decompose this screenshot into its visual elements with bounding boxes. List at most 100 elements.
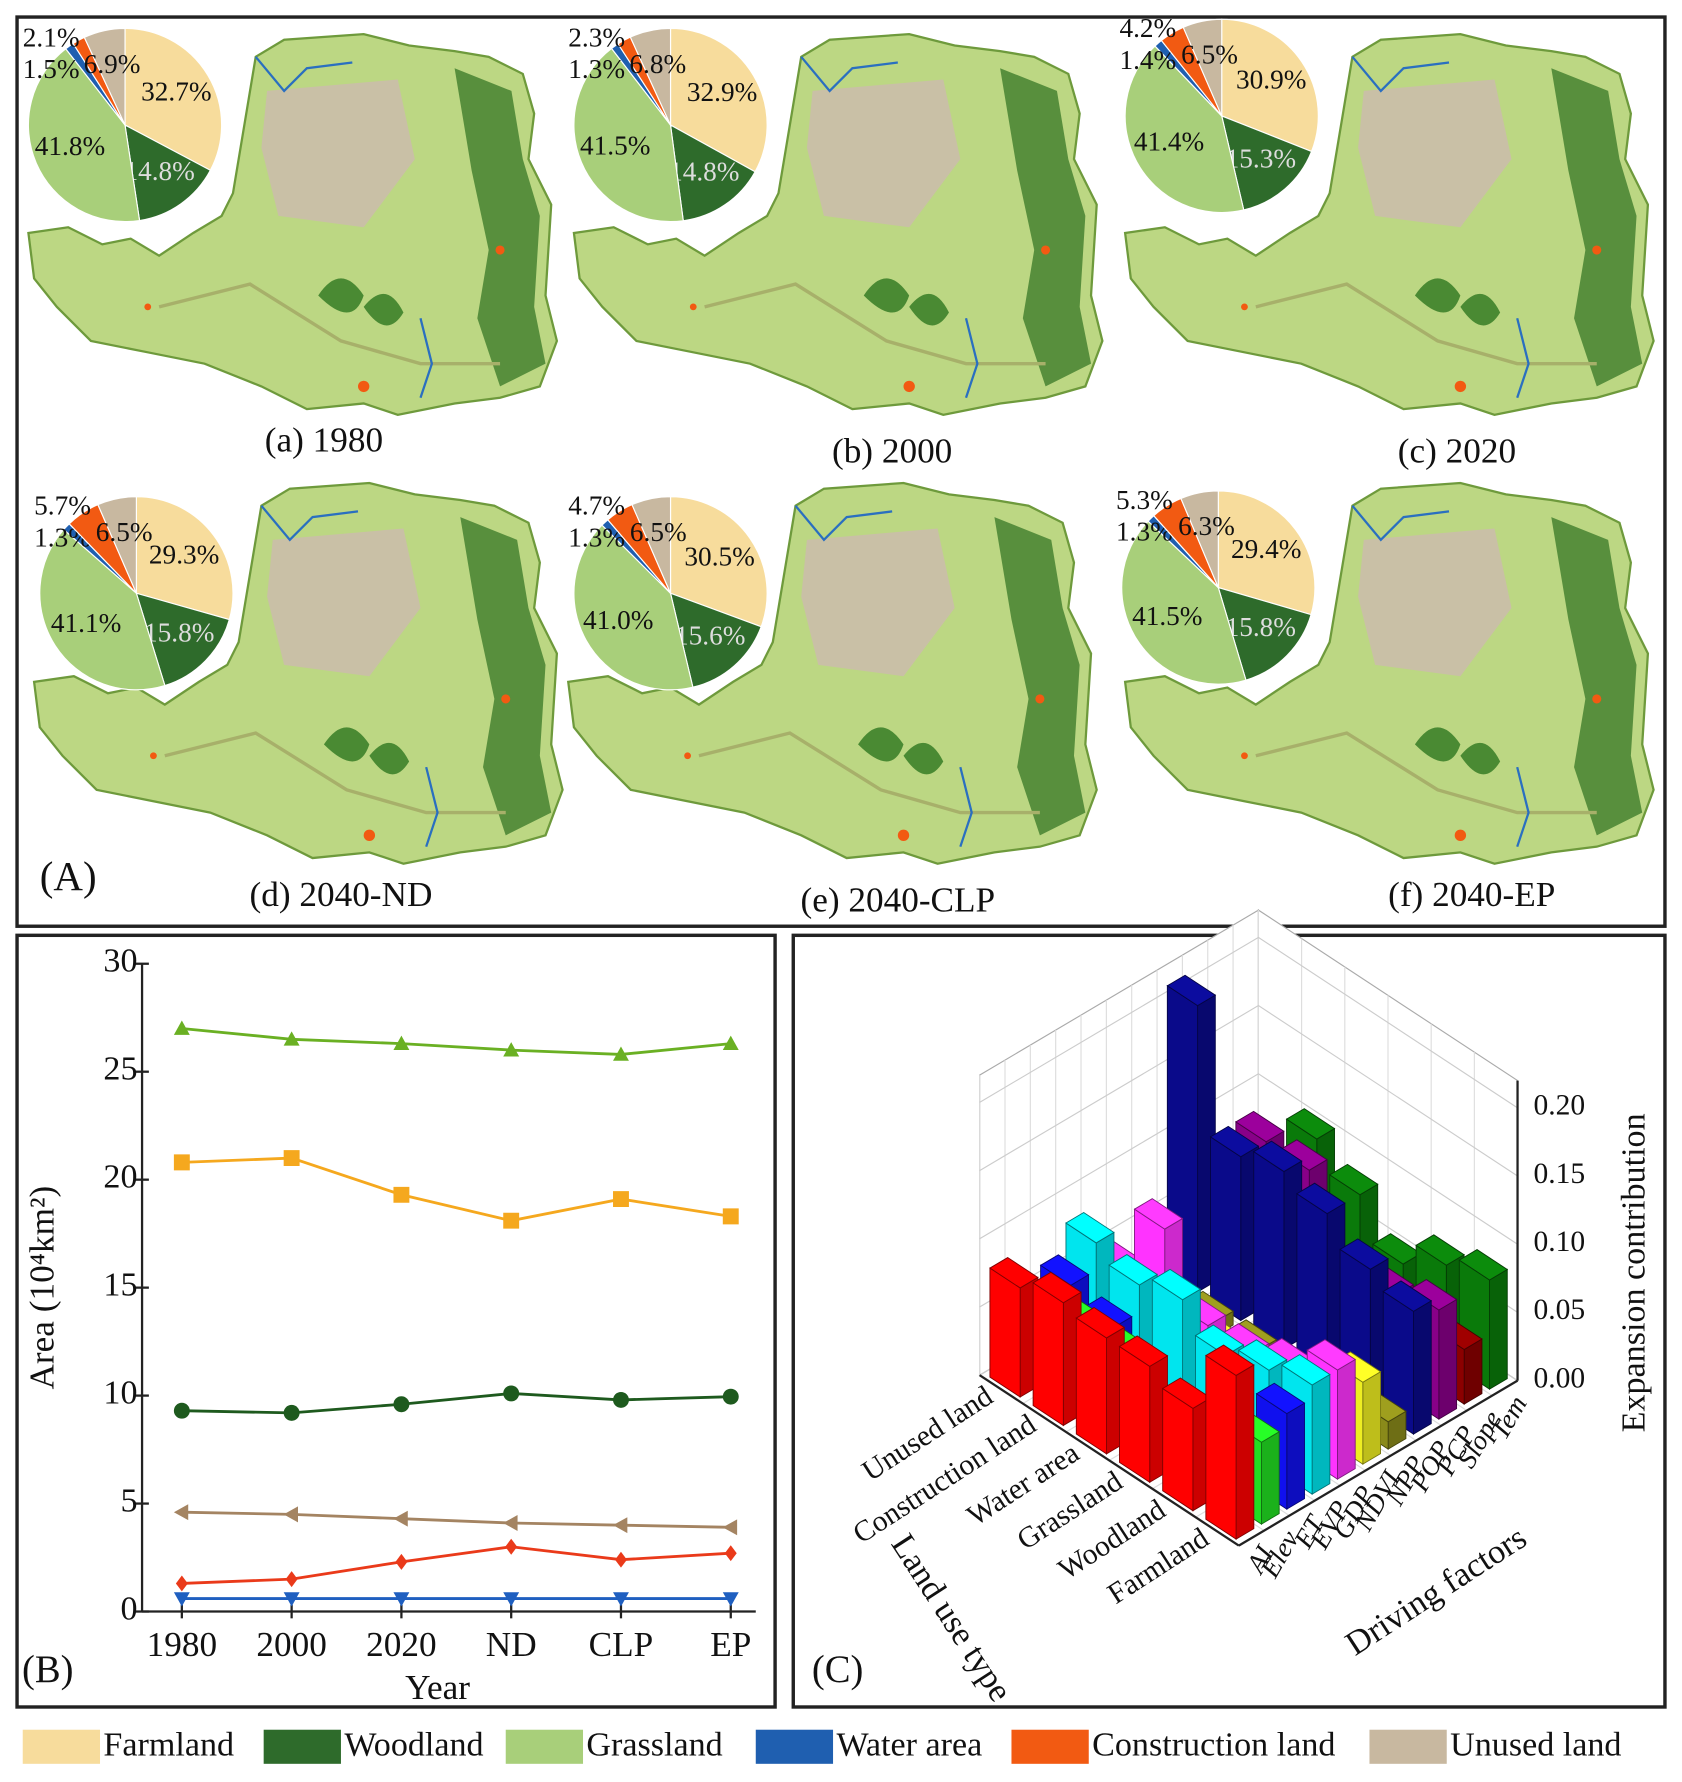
panel-label: (B) xyxy=(22,1649,74,1691)
bar-face xyxy=(989,1267,1021,1398)
bar-top xyxy=(1382,1280,1433,1312)
pie-label: 15.3% xyxy=(1226,144,1296,174)
pie-label: 6.5% xyxy=(96,517,153,547)
bar-top xyxy=(1415,1234,1465,1266)
axis-line xyxy=(1238,1379,1519,1547)
series-line xyxy=(181,1392,731,1415)
legend-label: Unused land xyxy=(1450,1727,1621,1764)
pie-label: 2.3% xyxy=(568,22,625,52)
y-tick-label: 0 xyxy=(120,1590,137,1627)
panel-caption: (b) 2000 xyxy=(832,432,952,471)
z-tick-label: 0.05 xyxy=(1533,1294,1585,1326)
pie-label: 32.7% xyxy=(141,76,211,106)
pie-slice xyxy=(124,123,212,222)
legend-label: Construction land xyxy=(1092,1727,1335,1764)
marker xyxy=(613,1046,629,1061)
pie-label: 6.5% xyxy=(1181,40,1238,70)
bar-top xyxy=(1372,1233,1422,1265)
pie-slice xyxy=(83,27,126,126)
pie-label: 41.1% xyxy=(51,608,121,638)
pie-slice xyxy=(669,27,768,173)
bar-top xyxy=(1161,1377,1212,1409)
marker xyxy=(173,1020,190,1035)
marker xyxy=(503,1212,520,1229)
bar-top xyxy=(1205,1344,1255,1376)
pie-label: 30.5% xyxy=(684,541,754,571)
x-tick-label: 2020 xyxy=(366,1625,436,1664)
bar-face xyxy=(1438,1298,1458,1420)
marker xyxy=(503,1592,520,1607)
legend-swatch xyxy=(1011,1729,1089,1764)
pie-slice xyxy=(1182,18,1223,117)
marker xyxy=(615,1551,627,1568)
marker xyxy=(393,1510,408,1527)
bar-top xyxy=(1458,1249,1509,1281)
series-line xyxy=(181,1156,731,1223)
pie-label: 15.8% xyxy=(144,617,214,647)
bar-top xyxy=(1235,1110,1285,1143)
pie-slice xyxy=(135,592,231,687)
marker xyxy=(613,1517,628,1534)
axis-line xyxy=(979,1374,1240,1547)
bar-face xyxy=(1162,1387,1194,1512)
pie-slice xyxy=(39,528,166,691)
marker xyxy=(393,1396,410,1413)
pie-label: 15.6% xyxy=(675,620,745,650)
marker xyxy=(613,1391,629,1408)
bar-top xyxy=(1255,1382,1306,1415)
bar-face xyxy=(1253,1150,1285,1350)
pie-label: 5.7% xyxy=(34,491,91,521)
panel-caption: (f) 2040-EP xyxy=(1388,875,1555,914)
bar-top xyxy=(1065,1212,1115,1244)
pie-label: 1.3% xyxy=(568,54,625,84)
bar-top xyxy=(1237,1339,1288,1371)
marker xyxy=(722,1035,739,1050)
bar-top xyxy=(1328,1163,1379,1196)
pie-label: 2.1% xyxy=(23,22,80,52)
pie-slice xyxy=(1217,586,1312,681)
marker xyxy=(173,1402,190,1419)
bar-top xyxy=(1306,1339,1357,1371)
z-tick-label: 0.15 xyxy=(1533,1158,1585,1190)
x-tick-label: CLP xyxy=(589,1625,654,1664)
y-tick-label: 15 xyxy=(103,1266,137,1303)
x-tick-label: 2000 xyxy=(256,1625,326,1664)
bar-top xyxy=(1166,974,1217,1007)
z-grid-line xyxy=(979,936,1518,1109)
pie-slice xyxy=(1217,490,1316,616)
bar-top xyxy=(1108,1254,1158,1286)
pie-label: 15.8% xyxy=(1226,612,1296,642)
panel-caption: (c) 2020 xyxy=(1398,432,1516,471)
x-tick-label: 1980 xyxy=(147,1625,217,1664)
pie-label: 41.8% xyxy=(35,131,105,161)
y-axis-title: Driving factors xyxy=(1339,1519,1533,1663)
pie-label: 30.9% xyxy=(1236,65,1306,95)
marker xyxy=(722,1592,739,1607)
bar-face xyxy=(1489,1268,1508,1390)
pie-slice xyxy=(1124,45,1245,214)
pie-slice xyxy=(1180,490,1219,588)
bar-top xyxy=(1209,1125,1260,1158)
pie-slice xyxy=(1220,114,1313,211)
bar-top xyxy=(1285,1108,1336,1140)
marker xyxy=(503,1042,520,1057)
marker xyxy=(283,1592,300,1607)
panel-caption: (a) 1980 xyxy=(265,420,383,459)
pie-label: 4.2% xyxy=(1119,13,1176,43)
panel-a-frame xyxy=(15,15,1667,928)
z-grid-line xyxy=(979,1004,1518,1177)
pie-label: 29.3% xyxy=(149,539,219,569)
bar-face xyxy=(1075,1317,1107,1455)
bar-face xyxy=(1413,1300,1432,1435)
pie-label: 41.5% xyxy=(580,130,650,160)
bar-top xyxy=(1339,1238,1389,1270)
pie-label: 4.7% xyxy=(568,491,625,521)
bar-face xyxy=(1210,1136,1242,1322)
bar-top xyxy=(1075,1307,1126,1339)
bar-face xyxy=(1337,1358,1356,1480)
y-tick-label: 25 xyxy=(103,1051,137,1088)
marker xyxy=(175,1575,188,1592)
pie-slice xyxy=(1221,18,1319,153)
legend-swatch xyxy=(505,1729,584,1764)
